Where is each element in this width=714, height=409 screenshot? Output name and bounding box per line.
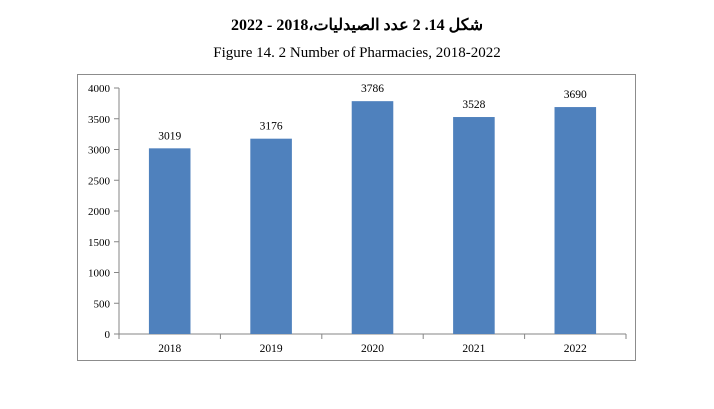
y-tick-label: 1000 [88,268,111,280]
y-tick-label: 3000 [88,145,111,157]
chart-frame: 0 500 1000 1500 2000 2500 3000 3500 4000 3019 2018… [77,74,636,361]
y-tick-label: 2500 [88,175,111,187]
bar-2022 [554,107,597,334]
chart-title-english: Figure 14. 2 Number of Pharmacies, 2018-… [213,45,501,61]
bar-2019 [250,138,292,334]
x-tick-label: 2019 [260,343,283,355]
y-tick-label: 2000 [88,206,111,218]
y-tick-label: 4000 [88,83,111,95]
y-tick-label: 3500 [88,114,111,126]
y-tick-label: 500 [94,298,111,310]
y-tick-label: 1500 [88,237,111,249]
data-label: 3786 [361,83,384,95]
x-tick-label: 2021 [462,343,485,355]
y-tick-label: 0 [105,329,111,341]
x-tick-label: 2020 [361,343,384,355]
x-tick-label: 2018 [158,343,181,355]
bar-2018 [148,148,191,334]
chart-title-arabic: شكل 14. 2 عدد الصيدليات،2018 - 2022 [231,17,483,34]
data-label: 3528 [462,99,485,111]
x-tick-label: 2022 [564,343,587,355]
data-label: 3176 [260,121,283,133]
bar-2021 [453,117,495,334]
data-label: 3019 [158,130,181,142]
bar-chart: 0 500 1000 1500 2000 2500 3000 3500 4000 3019 2018… [88,83,627,355]
data-label: 3690 [564,89,587,101]
bar-2020 [351,101,394,334]
